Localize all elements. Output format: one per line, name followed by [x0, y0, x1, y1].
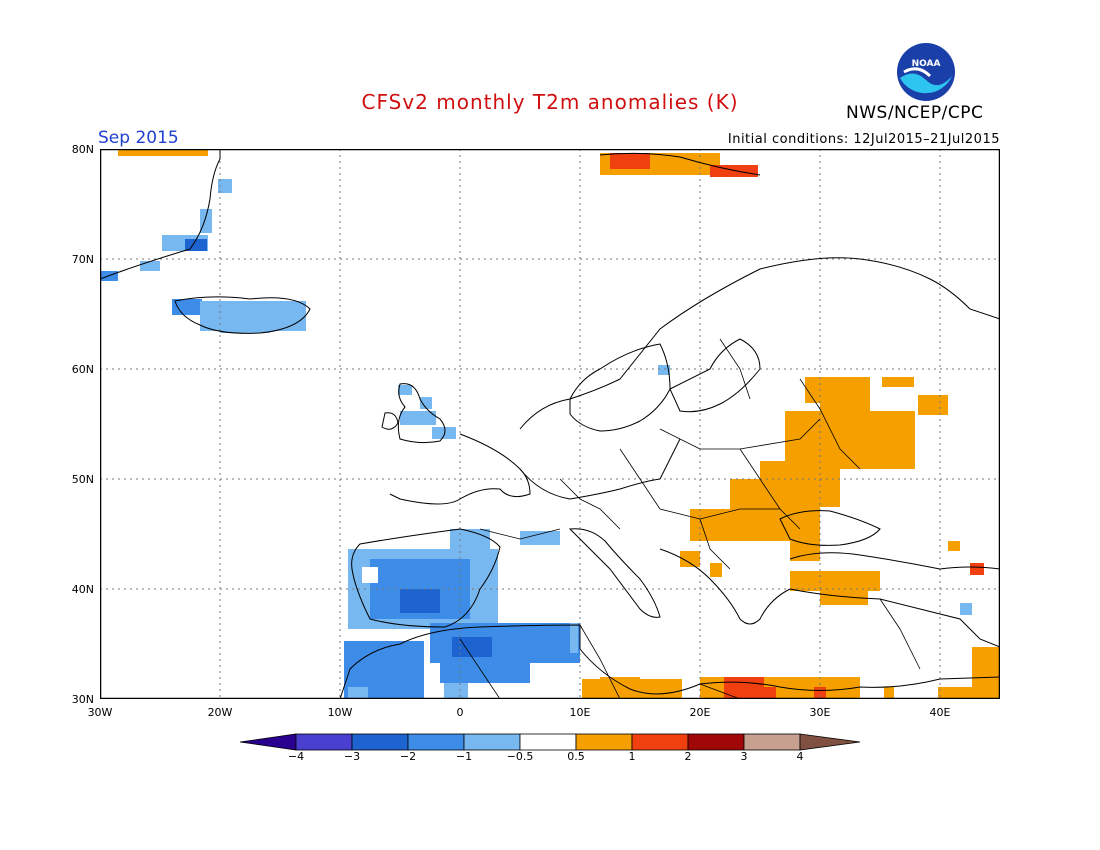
- initial-conditions: Initial conditions: 12Jul2015–21Jul2015: [727, 132, 1000, 147]
- lon-label-30e: 30E: [809, 706, 831, 719]
- colorbar-label: −2: [399, 750, 417, 763]
- lon-label-20w: 20W: [207, 706, 233, 719]
- anomaly-region-british-isles-cold: [398, 365, 670, 439]
- chart-title: CFSv2 monthly T2m anomalies (K): [361, 90, 739, 114]
- colorbar-swatch: [519, 733, 577, 751]
- colorbar-label: 4: [796, 750, 804, 763]
- colorbar-label: −3: [343, 750, 361, 763]
- anomaly-region-iberia-cold: [348, 529, 560, 629]
- lon-label-30w: 30W: [87, 706, 113, 719]
- logo-text: NOAA: [912, 59, 941, 69]
- colorbar-label: 0.5: [567, 750, 585, 763]
- lat-label-50n: 50N: [71, 473, 94, 486]
- map-frame: [100, 149, 1000, 699]
- colorbar-swatch: [631, 733, 689, 751]
- lon-label-0: 0: [456, 706, 464, 719]
- anomaly-region-iceland-cold: [172, 299, 306, 333]
- colorbar-swatch: [295, 733, 353, 751]
- country-borders: [459, 338, 921, 699]
- lat-label-60n: 60N: [71, 363, 94, 376]
- lon-label-20e: 20E: [689, 706, 711, 719]
- coastlines: [100, 149, 1000, 699]
- colorbar-label: 3: [740, 750, 748, 763]
- lon-label-10w: 10W: [327, 706, 353, 719]
- colorbar-label: −4: [287, 750, 305, 763]
- lat-label-70n: 70N: [71, 253, 94, 266]
- forecast-period: Sep 2015: [98, 128, 179, 148]
- lon-label-40e: 40E: [929, 706, 951, 719]
- colorbar-label: −0.5: [506, 750, 534, 763]
- colorbar-swatch: [351, 733, 409, 751]
- colorbar-label: −1: [455, 750, 473, 763]
- anomaly-region-north-africa-cold: [344, 623, 580, 699]
- colorbar-label: 1: [628, 750, 636, 763]
- noaa-logo: NOAA: [897, 43, 955, 101]
- colorbar-swatch: [743, 733, 801, 751]
- map-gridlines: [100, 149, 1000, 699]
- colorbar-swatch: [407, 733, 465, 751]
- colorbar-arrow-low: [240, 733, 297, 751]
- lat-label-80n: 80N: [71, 143, 94, 156]
- colorbar-arrow-high: [799, 733, 861, 751]
- colorbar-swatch: [687, 733, 745, 751]
- lon-label-10e: 10E: [569, 706, 591, 719]
- colorbar-swatch: [463, 733, 521, 751]
- colorbar-label: 2: [684, 750, 692, 763]
- anomaly-map: [100, 149, 1000, 699]
- lat-label-30n: 30N: [71, 693, 94, 706]
- colorbar-swatch: [575, 733, 633, 751]
- lat-label-40n: 40N: [71, 583, 94, 596]
- agency-label: NWS/NCEP/CPC: [846, 103, 984, 123]
- anomaly-region-anatolia-warm: [790, 541, 984, 615]
- colorbar: [240, 733, 861, 751]
